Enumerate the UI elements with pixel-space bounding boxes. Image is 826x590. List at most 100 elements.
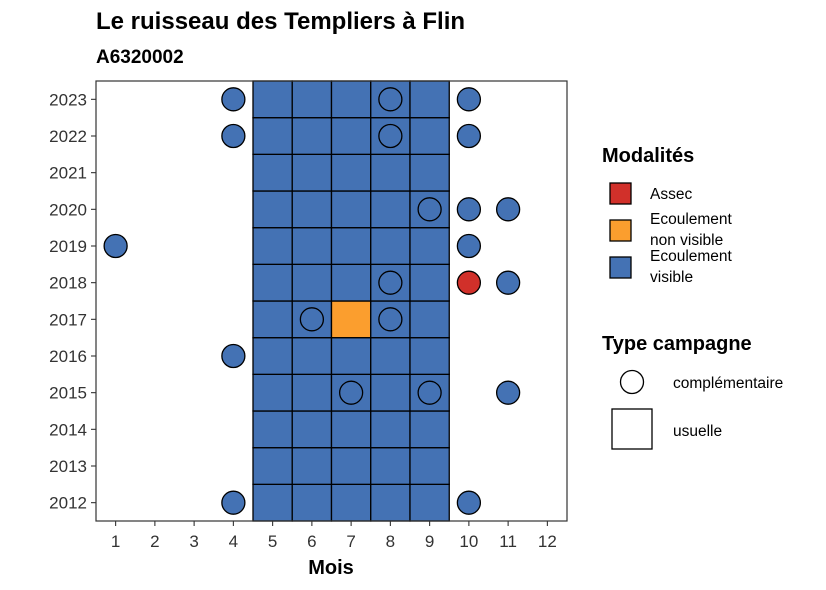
point-2017-6 [299, 307, 325, 332]
chart-subtitle: A6320002 [96, 47, 184, 68]
tile-2012-9 [409, 483, 450, 522]
tile-2016-8 [370, 337, 411, 375]
y-tick-label: 2020 [49, 200, 87, 219]
point-2012-4 [221, 490, 246, 515]
x-tick-label: 6 [307, 532, 316, 551]
point-2015-9 [417, 380, 442, 405]
point-2018-8 [378, 270, 403, 295]
y-tick-label: 2022 [49, 127, 87, 146]
legend-modalites-title: Modalités [602, 145, 694, 167]
tile-2013-6 [291, 447, 333, 485]
tile-2014-9 [409, 410, 450, 449]
tile-2022-9 [409, 117, 450, 155]
point-2023-4 [221, 87, 246, 112]
tile-2015-5 [252, 373, 293, 412]
x-tick-label: 12 [538, 532, 557, 551]
tile-2023-9 [409, 80, 450, 119]
legend-type-label: usuelle [673, 423, 722, 440]
tile-2014-6 [291, 410, 333, 449]
tile-2023-6 [291, 80, 333, 119]
point-2020-11 [495, 197, 521, 222]
x-tick-label: 1 [111, 532, 120, 551]
tile-2015-8 [370, 373, 411, 412]
x-tick-label: 10 [459, 532, 478, 551]
chart-title: Le ruisseau des Templiers à Flin [96, 8, 465, 35]
tile-2013-7 [330, 447, 372, 485]
point-2018-11 [495, 270, 521, 295]
tile-2017-9 [409, 300, 450, 339]
point-2022-4 [221, 123, 246, 149]
point-2022-8 [378, 123, 403, 149]
tile-2014-8 [370, 410, 411, 449]
legend-type-title: Type campagne [602, 333, 752, 355]
point-2019-1 [103, 233, 128, 259]
tile-2016-7 [330, 337, 372, 375]
legend-key-label: visible [650, 269, 693, 286]
tile-2019-6 [291, 227, 333, 265]
tile-2023-5 [252, 80, 293, 119]
y-tick-label: 2015 [49, 384, 87, 403]
tile-2019-5 [252, 227, 293, 265]
x-tick-label: 3 [189, 532, 198, 551]
tile-2012-6 [291, 483, 333, 522]
point-2023-10 [456, 87, 482, 112]
tile-2018-7 [330, 263, 372, 302]
tile-2021-5 [252, 153, 293, 192]
tile-2016-5 [252, 337, 293, 375]
legend-circle-key [619, 369, 645, 395]
point-2020-10 [456, 197, 482, 222]
plot-frame [95, 80, 568, 522]
legend-key-label: non visible [650, 232, 723, 249]
tile-2012-5 [252, 483, 293, 522]
legend-key-swatch [609, 182, 632, 205]
plot-border [95, 80, 568, 522]
x-tick-label: 5 [268, 532, 277, 551]
tile-2018-5 [252, 263, 293, 302]
legend-key-swatch [609, 219, 632, 242]
tile-2020-5 [252, 190, 293, 229]
x-tick-label: 4 [229, 532, 238, 551]
y-tick-label: 2017 [49, 310, 87, 329]
point-2022-10 [456, 123, 482, 149]
y-tick-label: 2013 [49, 457, 87, 476]
tile-2020-7 [330, 190, 372, 229]
legend-key-swatch [609, 256, 632, 279]
tile-2012-8 [370, 483, 411, 522]
tile-2017-7 [330, 300, 372, 339]
y-tick-label: 2012 [49, 494, 87, 513]
legend-key-label: Ecoulement [650, 211, 733, 228]
tile-2018-6 [291, 263, 333, 302]
legend-square-key [611, 408, 653, 450]
tile-2013-5 [252, 447, 293, 485]
point-2015-11 [495, 380, 521, 405]
tile-2012-7 [330, 483, 372, 522]
x-tick-label: 7 [346, 532, 355, 551]
x-tick-label: 2 [150, 532, 159, 551]
tile-2019-9 [409, 227, 450, 265]
point-2023-8 [378, 87, 403, 112]
tile-2021-7 [330, 153, 372, 192]
tile-2021-6 [291, 153, 333, 192]
tile-2016-6 [291, 337, 333, 375]
legend-key-label: Assec [650, 186, 692, 203]
complementaire-points [103, 87, 521, 515]
legend-type-campagne: Type campagne complémentaire usuelle [602, 333, 783, 450]
tile-2021-8 [370, 153, 411, 192]
tile-2017-5 [252, 300, 293, 339]
y-tick-label: 2018 [49, 274, 87, 293]
point-2019-10 [456, 233, 482, 259]
y-tick-label: 2019 [49, 237, 87, 256]
tile-2022-7 [330, 117, 372, 155]
tile-2018-9 [409, 263, 450, 302]
usuelle-tiles [252, 80, 450, 522]
x-axis-title: Mois [308, 557, 354, 579]
x-tick-label: 8 [386, 532, 395, 551]
tile-2021-9 [409, 153, 450, 192]
tile-2013-8 [370, 447, 411, 485]
legend-type-label: complémentaire [673, 375, 783, 392]
legend-key-label: Ecoulement [650, 248, 733, 265]
y-axis: 2012 2013 2014 2015 2016 2017 2018 2019 2020 2021… [49, 90, 96, 513]
x-tick-label: 11 [499, 532, 517, 551]
point-2016-4 [221, 343, 246, 369]
